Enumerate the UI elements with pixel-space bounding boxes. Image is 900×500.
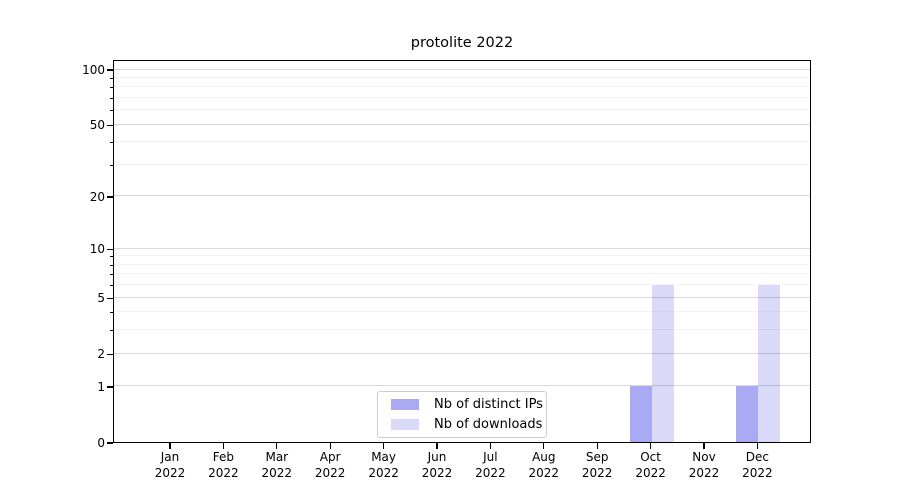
x-tick-label: Aug 2022 <box>528 450 560 480</box>
y-minor-tick <box>109 330 113 332</box>
y-minor-tick <box>109 256 113 258</box>
gridline-minor <box>114 163 810 165</box>
x-tick <box>383 443 385 449</box>
y-minor-tick <box>109 87 113 89</box>
legend-label-downloads: Nb of downloads <box>434 417 543 432</box>
gridline-minor <box>114 311 810 313</box>
bar-downloads-dec-2022 <box>758 284 781 442</box>
x-tick <box>489 443 491 449</box>
gridline-minor <box>114 97 810 98</box>
plot-area <box>113 60 811 443</box>
chart-title: protolite 2022 <box>410 35 514 51</box>
gridline-major <box>114 68 810 70</box>
x-tick-label: Jun 2022 <box>421 450 453 480</box>
legend-swatch-distinct-ips <box>391 399 419 410</box>
gridline-minor <box>114 329 810 331</box>
y-tick-label: 1 <box>97 379 105 394</box>
gridline-minor <box>114 86 810 88</box>
y-minor-tick <box>109 142 113 144</box>
x-tick-label: Oct 2022 <box>635 450 666 480</box>
y-minor-tick <box>109 285 113 287</box>
y-tick-label: 5 <box>97 291 105 306</box>
y-tick <box>107 297 113 299</box>
y-tick <box>107 442 113 444</box>
y-minor-tick <box>109 264 113 266</box>
y-tick-label: 20 <box>89 189 105 204</box>
x-tick-label: Mar 2022 <box>261 450 293 480</box>
gridline-minor <box>114 263 810 265</box>
x-tick <box>756 443 758 449</box>
x-tick-label: Apr 2022 <box>314 450 346 480</box>
x-tick <box>222 443 224 449</box>
x-tick <box>436 443 438 449</box>
x-tick <box>329 443 331 449</box>
gridline-major <box>114 195 810 197</box>
y-minor-tick <box>109 110 113 112</box>
legend-entry-downloads: Nb of downloads <box>386 417 542 432</box>
y-minor-tick <box>109 77 113 79</box>
bar-distinct-ips-dec-2022 <box>736 385 759 442</box>
gridline-minor <box>114 284 810 286</box>
y-tick <box>107 124 113 126</box>
x-tick-label: Nov 2022 <box>688 450 720 480</box>
gridline-minor <box>114 255 810 257</box>
y-minor-tick <box>109 164 113 166</box>
y-tick-label: 10 <box>89 242 105 257</box>
gridline-major <box>114 385 810 387</box>
x-tick <box>543 443 545 449</box>
y-minor-tick <box>109 312 113 314</box>
x-tick-label: Feb 2022 <box>208 450 239 480</box>
y-minor-tick <box>109 97 113 99</box>
y-tick <box>107 196 113 198</box>
bar-distinct-ips-oct-2022 <box>629 385 652 442</box>
gridline-major <box>114 296 810 298</box>
y-tick <box>107 69 113 71</box>
x-tick-label: Jul 2022 <box>475 450 506 480</box>
gridline-minor <box>114 273 810 275</box>
gridline-minor <box>114 141 810 143</box>
x-tick <box>596 443 598 449</box>
y-tick-label: 100 <box>82 63 105 77</box>
legend-label-distinct-ips: Nb of distinct IPs <box>434 397 543 412</box>
y-tick-label: 2 <box>97 347 105 362</box>
x-tick-label: Jan 2022 <box>154 450 186 480</box>
legend-entry-distinct-ips: Nb of distinct IPs <box>386 397 543 412</box>
gridline-major <box>114 352 810 354</box>
x-tick <box>650 443 652 449</box>
gridline-minor <box>114 76 810 78</box>
y-minor-tick <box>109 274 113 276</box>
legend-swatch-downloads <box>391 419 419 430</box>
y-tick <box>107 386 113 388</box>
legend: Nb of distinct IPs Nb of downloads <box>377 391 547 438</box>
gridline-major <box>114 123 810 125</box>
bar-downloads-oct-2022 <box>651 284 674 442</box>
x-tick-label: Sep 2022 <box>581 450 613 480</box>
x-tick <box>169 443 171 449</box>
gridline-minor <box>114 109 810 111</box>
y-tick <box>107 248 113 250</box>
x-tick-label: May 2022 <box>368 450 399 480</box>
x-tick-label: Dec 2022 <box>742 450 773 480</box>
y-tick-label: 50 <box>89 118 105 133</box>
x-tick <box>276 443 278 449</box>
x-tick <box>703 443 705 449</box>
y-tick-label: 0 <box>97 436 105 450</box>
gridline-major <box>114 247 810 249</box>
y-tick <box>107 353 113 355</box>
